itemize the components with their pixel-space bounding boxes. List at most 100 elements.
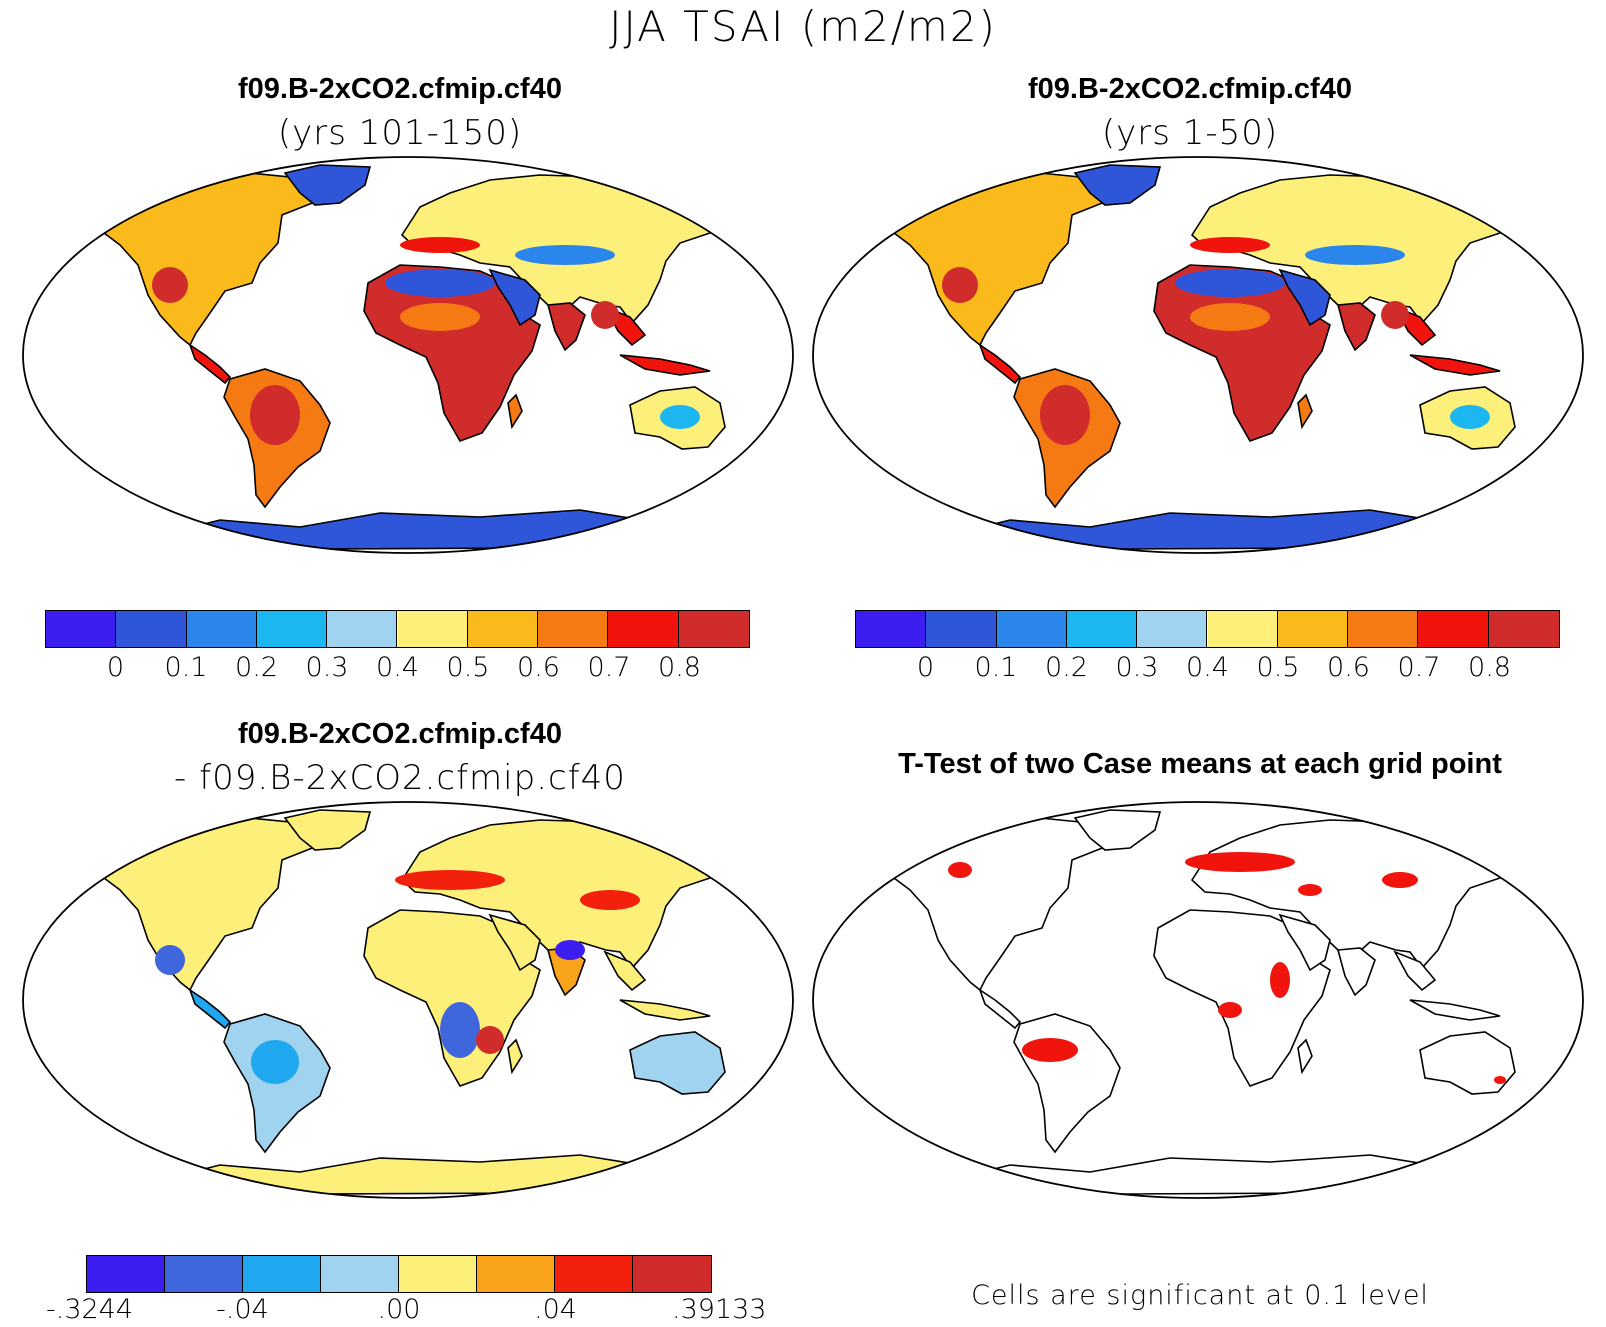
field-patch	[1450, 405, 1490, 429]
landmass-madagascar	[507, 393, 523, 430]
landmass-antarctica	[909, 1154, 1533, 1196]
landmass-madagascar	[507, 1038, 523, 1075]
field-patch	[1185, 852, 1295, 872]
field-patch	[1270, 962, 1290, 998]
map-boundary	[812, 801, 1584, 1199]
colorbar-tick-label: .00	[377, 1294, 421, 1325]
landmass-eurasia	[400, 819, 722, 970]
colorbar-tick-label: 0.1	[974, 652, 1018, 683]
field-patch	[400, 303, 480, 331]
field-patch	[152, 267, 188, 303]
landmass-greenland	[1073, 809, 1162, 851]
field-patch	[515, 245, 615, 265]
field-patch	[155, 945, 185, 975]
colorbar-tick-label: 0.8	[1468, 652, 1511, 683]
landmass-greenland	[283, 809, 372, 851]
panel-title-top-left: f09.B-2xCO2.cfmip.cf40	[238, 73, 562, 105]
field-patch	[555, 940, 585, 960]
panel-title-top-right: f09.B-2xCO2.cfmip.cf40	[1028, 73, 1352, 105]
landmass-seAsia	[1393, 950, 1437, 992]
colorbar-cell	[46, 611, 117, 647]
field-patch	[1494, 1076, 1506, 1084]
landmass-centralAmerica	[188, 342, 232, 385]
colorbar-cell	[397, 611, 468, 647]
field-patch	[1175, 269, 1285, 297]
landmass-indonesia	[619, 999, 711, 1021]
landmass-arabia	[1278, 268, 1331, 327]
colorbar-tick-label: 0.6	[517, 652, 560, 683]
colorbar-cell	[1277, 611, 1349, 647]
colorbar-tick-label: -.04	[216, 1294, 269, 1325]
field-patch	[1230, 340, 1290, 410]
map-bottom-right	[812, 801, 1584, 1199]
colorbar-cell	[678, 611, 749, 647]
colorbar-tick-label: 0.8	[658, 652, 701, 683]
colorbar-tick-label: 0.4	[376, 652, 419, 683]
colorbar-tick-label: 0.7	[587, 652, 631, 683]
colorbar-cell	[856, 611, 927, 647]
field-patch	[385, 269, 495, 297]
colorbar-cell	[1066, 611, 1138, 647]
significance-note: Cells are significant at 0.1 level	[971, 1280, 1429, 1311]
colorbar-cell	[116, 611, 187, 647]
colorbar-cell	[256, 611, 328, 647]
colorbar-cell	[321, 1256, 399, 1292]
landmass-southAmerica	[1013, 1013, 1121, 1154]
field-patch	[1022, 1038, 1078, 1062]
panel-subtitle-top-right: (yrs 1-50)	[1101, 113, 1279, 153]
colorbar-tick-label: 0.2	[1045, 652, 1088, 683]
field-patch	[476, 1026, 504, 1054]
colorbar-top-right	[855, 610, 1560, 648]
landmass-arabia	[488, 913, 541, 972]
landmass-greenland	[1073, 164, 1162, 206]
figure-title: JJA TSAI (m2/m2)	[609, 2, 997, 51]
colorbar-tick-label: 0.5	[446, 652, 490, 683]
field-patch	[440, 1002, 480, 1058]
field-patch	[580, 890, 640, 910]
colorbar-cell	[87, 1256, 165, 1292]
landmass-india	[546, 302, 586, 352]
colorbar-cell	[1418, 611, 1489, 647]
field-patch	[591, 301, 619, 329]
landmass-antarctica	[119, 1154, 743, 1196]
colorbar-tick-label: .39133	[672, 1294, 767, 1325]
landmass-northAmerica	[93, 172, 322, 347]
map-top-left	[22, 156, 794, 554]
landmass-northAmerica	[883, 817, 1112, 992]
landmass-india	[1336, 947, 1376, 997]
field-patch	[400, 237, 480, 253]
colorbar-bottom-left	[86, 1255, 712, 1293]
field-patch	[948, 862, 972, 878]
colorbar-tick-label: 0.4	[1186, 652, 1229, 683]
landmass-greenland	[283, 164, 372, 206]
field-patch	[1218, 1002, 1242, 1018]
field-patch	[1298, 884, 1322, 896]
colorbar-tick-label: 0.5	[1256, 652, 1300, 683]
field-patch	[251, 1040, 299, 1084]
landmass-madagascar	[1297, 393, 1313, 430]
landmass-antarctica	[909, 509, 1533, 551]
landmass-arabia	[1278, 913, 1331, 972]
field-patch	[1190, 237, 1270, 253]
landmass-australia	[1419, 1031, 1516, 1095]
colorbar-cell	[327, 611, 398, 647]
colorbar-labels-bottom-left: -.3244 -.04 .00 .04 .39133	[0, 1294, 800, 1327]
colorbar-tick-label: 0	[916, 652, 935, 683]
colorbar-tick-label: 0.3	[1115, 652, 1159, 683]
colorbar-cell	[926, 611, 997, 647]
colorbar-cell	[1488, 611, 1559, 647]
colorbar-cell	[1348, 611, 1419, 647]
colorbar-cell	[996, 611, 1067, 647]
colorbar-cell	[467, 611, 539, 647]
colorbar-top-left	[45, 610, 750, 648]
colorbar-cell	[399, 1256, 477, 1292]
colorbar-cell	[186, 611, 257, 647]
colorbar-cell	[1137, 611, 1208, 647]
colorbar-labels-top-left: 0 0.1 0.2 0.3 0.4 0.5 0.6 0.7 0.8	[0, 652, 800, 692]
field-patch	[1382, 872, 1418, 888]
colorbar-cell	[555, 1256, 633, 1292]
landmass-indonesia	[1409, 999, 1501, 1021]
landmass-indonesia	[619, 354, 711, 376]
colorbar-cell	[608, 611, 679, 647]
colorbar-tick-label: 0.2	[235, 652, 278, 683]
